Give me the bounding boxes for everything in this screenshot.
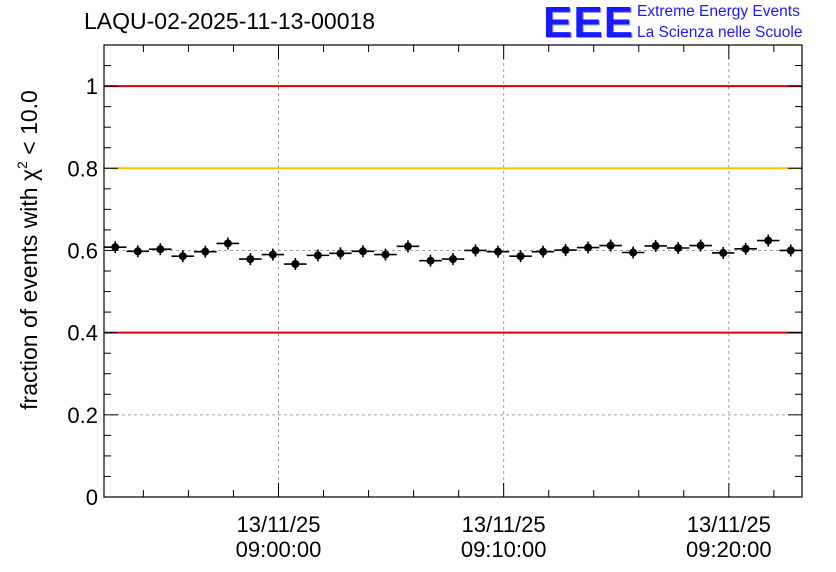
point-marker-6 — [246, 255, 255, 264]
data-point-28 — [734, 242, 757, 255]
x-tick-label-time-1: 09:10:00 — [461, 537, 547, 562]
y-axis-label-sup: 2 — [14, 161, 30, 169]
point-marker-29 — [764, 236, 773, 245]
point-marker-20 — [561, 246, 570, 255]
data-point-23 — [621, 246, 645, 259]
point-marker-18 — [516, 252, 525, 261]
y-tick-label-3: 0.6 — [67, 238, 98, 263]
data-point-21 — [576, 241, 600, 254]
point-marker-10 — [336, 249, 345, 258]
point-marker-8 — [291, 260, 300, 269]
chart-title: LAQU-02-2025-11-13-00018 — [84, 8, 376, 34]
data-point-24 — [644, 239, 667, 252]
axis-ticks — [104, 44, 802, 498]
point-marker-7 — [268, 250, 277, 259]
data-point-9 — [306, 249, 330, 262]
data-point-17 — [486, 245, 510, 258]
point-marker-27 — [719, 248, 728, 257]
grid-lines — [104, 45, 802, 497]
point-marker-22 — [606, 241, 615, 250]
data-point-10 — [329, 247, 352, 260]
x-tick-label-date-0: 13/11/25 — [236, 512, 320, 537]
point-marker-14 — [426, 256, 435, 265]
data-point-0 — [104, 241, 127, 254]
data-point-11 — [351, 245, 375, 258]
y-axis-label: fraction of events with χ2 < 10.0 — [14, 90, 42, 410]
point-marker-11 — [358, 247, 367, 256]
y-axis-label-main: fraction of events with — [16, 181, 42, 410]
data-point-2 — [149, 243, 172, 256]
y-axis-label-tail: < 10.0 — [16, 90, 42, 161]
data-point-29 — [756, 234, 780, 247]
data-point-25 — [666, 241, 690, 254]
data-point-27 — [711, 246, 735, 259]
x-tick-label-time-0: 09:00:00 — [236, 537, 322, 562]
point-marker-26 — [696, 241, 705, 250]
y-tick-label-2: 0.4 — [67, 321, 98, 346]
point-marker-5 — [223, 239, 232, 248]
point-marker-2 — [156, 245, 165, 254]
point-marker-4 — [201, 247, 210, 256]
data-point-22 — [599, 239, 622, 252]
y-tick-label-5: 1 — [86, 74, 98, 99]
data-point-12 — [374, 248, 397, 261]
data-point-5 — [216, 237, 240, 250]
point-marker-25 — [674, 243, 683, 252]
data-points — [104, 234, 802, 271]
point-marker-24 — [651, 241, 660, 250]
data-point-14 — [419, 254, 442, 267]
point-marker-23 — [629, 248, 638, 257]
x-tick-label-time-2: 09:20:00 — [686, 537, 772, 562]
y-tick-label-4: 0.8 — [67, 156, 98, 181]
point-marker-16 — [471, 246, 480, 255]
data-point-15 — [441, 253, 465, 266]
reference-lines — [104, 85, 802, 334]
data-point-16 — [464, 244, 487, 257]
point-marker-13 — [403, 242, 412, 251]
data-point-3 — [171, 250, 195, 263]
data-point-19 — [531, 245, 555, 258]
data-point-1 — [126, 245, 150, 258]
plot-frame — [103, 44, 803, 498]
point-marker-3 — [178, 252, 187, 261]
y-tick-label-1: 0.2 — [67, 403, 98, 428]
data-point-18 — [509, 250, 532, 263]
y-axis-label-chi: χ — [16, 169, 42, 181]
logo-text-line2: La Scienza nelle Scuole — [637, 24, 803, 41]
tick-labels: 00.20.40.60.8113/11/2509:00:0013/11/2509… — [67, 74, 771, 562]
point-marker-15 — [449, 255, 457, 264]
x-tick-label-date-1: 13/11/25 — [462, 512, 546, 537]
data-point-4 — [194, 245, 217, 258]
data-point-20 — [554, 244, 577, 257]
y-tick-label-0: 0 — [86, 485, 98, 510]
data-point-8 — [284, 258, 307, 271]
data-point-7 — [261, 248, 285, 261]
point-marker-12 — [381, 250, 390, 259]
point-marker-17 — [494, 247, 503, 256]
logo-text-line1: Extreme Energy Events — [637, 3, 800, 20]
point-marker-0 — [111, 243, 120, 252]
point-marker-1 — [133, 247, 142, 256]
data-point-6 — [239, 253, 262, 266]
data-point-13 — [396, 240, 420, 253]
point-marker-28 — [741, 244, 750, 253]
x-tick-label-date-2: 13/11/25 — [687, 512, 771, 537]
point-marker-9 — [313, 251, 322, 260]
point-marker-21 — [584, 243, 593, 252]
eee-logo-icon: EEE — [543, 0, 635, 47]
data-point-26 — [689, 239, 712, 252]
point-marker-19 — [539, 247, 548, 256]
